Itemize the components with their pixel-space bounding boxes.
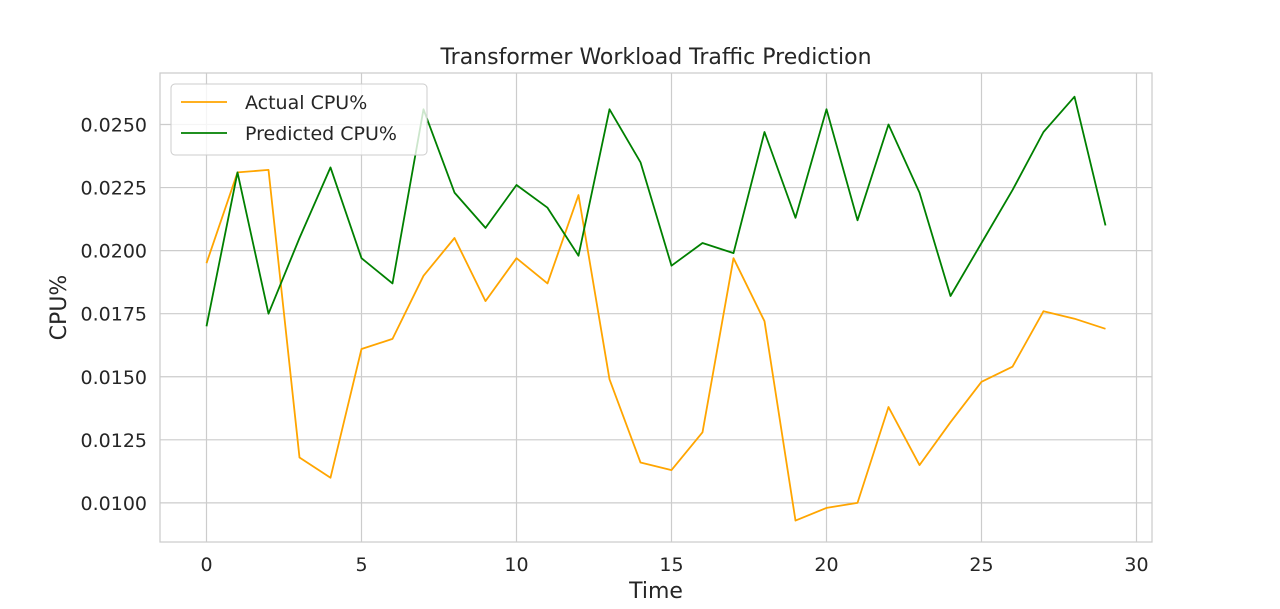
chart-title: Transformer Workload Traffic Prediction [439,45,871,70]
y-axis-label: CPU% [47,275,72,341]
y-tick-label: 0.0250 [81,114,147,136]
legend-label-actual: Actual CPU% [245,92,367,114]
series-line-predicted [205,95,1107,327]
y-tick-label: 0.0100 [81,493,147,515]
y-tick-label: 0.0150 [81,367,147,389]
x-tick-label: 20 [814,554,838,576]
legend-box [170,83,428,156]
x-tick-label: 0 [200,554,212,576]
x-tick-label: 15 [659,554,683,576]
y-tick-label: 0.0225 [81,178,147,200]
y-tick-label: 0.0125 [81,430,147,452]
grid-lines [160,73,1152,542]
series-actual [205,168,1106,522]
legend: Actual CPU% Predicted CPU% [170,83,428,156]
x-tick-label: 25 [969,554,993,576]
plot-frame [159,72,1153,543]
y-axis-ticks: 0.0100 0.0125 0.0150 0.0175 0.0200 0.0225 0.02… [81,114,147,514]
legend-label-predicted: Predicted CPU% [245,123,397,145]
y-tick-label: 0.0175 [81,304,147,326]
y-tick-label: 0.0200 [81,241,147,263]
x-tick-label: 5 [355,554,367,576]
data-series [205,95,1107,522]
series-line-actual [205,168,1106,522]
series-predicted [205,95,1107,327]
x-axis-ticks: 0 5 10 15 20 25 30 [200,554,1148,576]
x-tick-label: 10 [504,554,528,576]
x-axis-label: Time [628,579,683,604]
x-tick-label: 30 [1124,554,1148,576]
